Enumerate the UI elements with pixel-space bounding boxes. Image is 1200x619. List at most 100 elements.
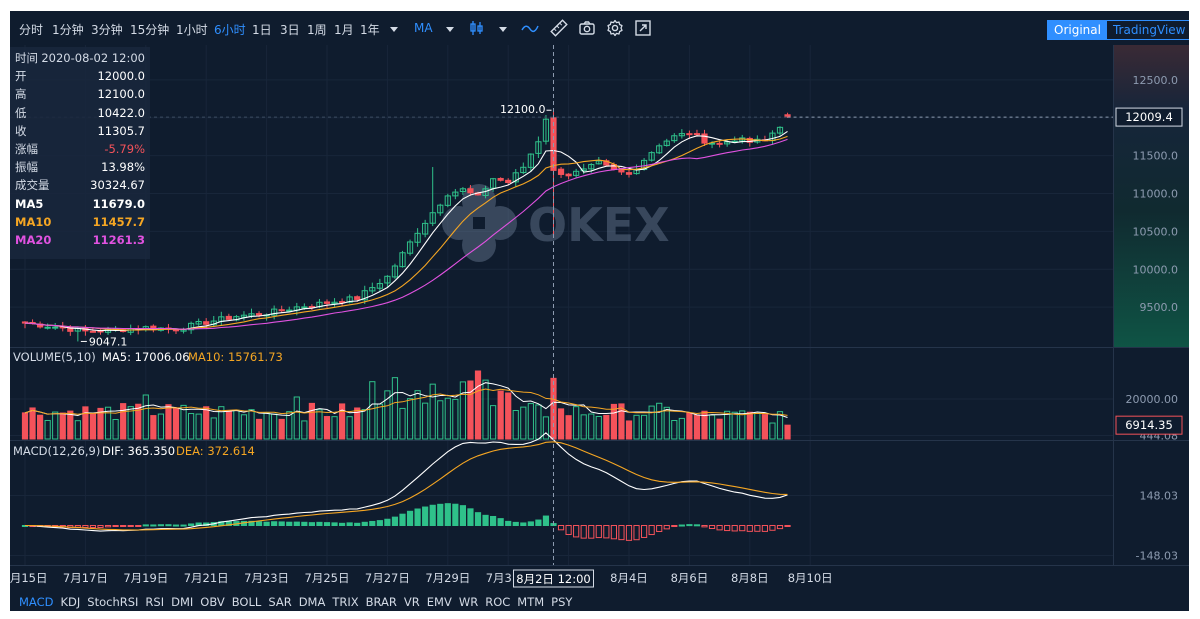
interval-tab-active[interactable]: 6小时 <box>214 23 246 37</box>
toolbar: 分时 1分钟 3分钟 15分钟 1小时 6小时 1日 3日 1周 1月 1年 M… <box>10 11 1189 45</box>
interval-tab[interactable]: 1日 <box>252 23 272 37</box>
macd-bar <box>573 525 580 538</box>
candlestick-type-icon[interactable] <box>468 19 486 37</box>
macd-bar <box>625 525 633 541</box>
volume-bar <box>104 406 112 440</box>
macd-lines <box>24 432 788 532</box>
volume-bar <box>331 416 338 440</box>
volume-bar <box>286 411 293 440</box>
volume-bar <box>67 410 74 440</box>
macd-bar <box>505 520 512 527</box>
volume-bar <box>97 407 104 440</box>
macd-bar <box>369 520 376 527</box>
volume-bar <box>618 403 625 440</box>
camera-icon[interactable] <box>578 19 596 37</box>
mode-original-button[interactable]: Original <box>1048 21 1107 39</box>
indicator-tab-sar[interactable]: SAR <box>268 595 292 609</box>
volume-bar <box>301 420 308 440</box>
indicator-select[interactable]: MA <box>414 21 433 35</box>
fullscreen-icon[interactable] <box>634 19 652 37</box>
indicator-tab-vr[interactable]: VR <box>403 595 420 609</box>
interval-tab[interactable]: 15分钟 <box>130 23 170 37</box>
interval-tab[interactable]: 1月 <box>334 23 354 37</box>
indicator-tab-trix[interactable]: TRIX <box>332 595 359 609</box>
volume-bar <box>52 411 59 440</box>
candle-down <box>37 323 44 328</box>
interval-tab[interactable]: 1年 <box>360 23 380 37</box>
info-value: 30324.67 <box>90 178 145 193</box>
mode-tradingview-button[interactable]: TradingView <box>1112 23 1186 37</box>
volume-bar <box>731 411 738 440</box>
drawing-ruler-icon[interactable] <box>550 19 568 37</box>
caret-down-icon[interactable] <box>441 20 454 38</box>
interval-tab[interactable]: 1分钟 <box>52 23 84 37</box>
indicator-tab-dmi[interactable]: DMI <box>171 595 194 609</box>
volume-bar <box>361 409 368 440</box>
indicator-tab-emv[interactable]: EMV <box>426 595 452 609</box>
info-key: 高 <box>15 87 27 102</box>
time-tick-label: 7月17日 <box>63 571 108 585</box>
caret-down-icon[interactable] <box>494 20 507 38</box>
volume-bar <box>724 410 731 440</box>
volume-bar <box>542 416 550 440</box>
indicator-tab-psy[interactable]: PSY <box>551 595 573 609</box>
info-row: 振幅 13.98% <box>15 158 145 176</box>
volume-bar <box>444 397 451 440</box>
indicator-tab-stochrsi[interactable]: StochRSI <box>87 595 139 609</box>
candle-up <box>724 141 731 145</box>
interval-tab[interactable]: 1小时 <box>176 23 208 37</box>
ohlc-info-box: 时间 2020-08-02 12:00 开 12000.0 高 12100.0 低 10422… <box>10 47 150 259</box>
interval-tab[interactable]: 分时 <box>19 23 44 37</box>
interval-tab[interactable]: 1周 <box>307 23 327 37</box>
indicator-tab-obv[interactable]: OBV <box>200 595 225 609</box>
time-tick-label: 7月21日 <box>184 571 229 585</box>
indicator-tab-rsi[interactable]: RSI <box>145 595 165 609</box>
indicator-tab-roc[interactable]: ROC <box>485 595 511 609</box>
info-value: -5.79% <box>104 142 145 156</box>
volume-bar <box>580 414 587 440</box>
volume-bar <box>505 392 512 440</box>
candle-down <box>21 321 29 324</box>
interval-tab[interactable]: 3分钟 <box>91 23 123 37</box>
macd-bar <box>120 525 127 527</box>
candle-down <box>505 179 512 183</box>
candle-up <box>776 126 784 134</box>
macd-bar <box>180 524 187 527</box>
macd-bar <box>474 512 482 527</box>
candle-up <box>580 168 587 172</box>
indicator-tab-wr[interactable]: WR <box>458 595 479 609</box>
indicator-tab-kdj[interactable]: KDJ <box>60 595 81 609</box>
candle-down <box>746 137 753 143</box>
volume-ma-lines <box>24 382 788 418</box>
macd-bar <box>754 525 761 532</box>
time-tick-label: 7月27日 <box>365 571 410 585</box>
volume-bar <box>406 398 414 440</box>
volume-bar <box>610 403 617 440</box>
info-key: 收 <box>15 123 27 138</box>
volume-bar <box>323 416 331 440</box>
indicator-line-icon[interactable] <box>521 19 539 37</box>
chart-canvas[interactable]: OKEX 9500.010000.010500.011000.011500.01… <box>10 45 1189 593</box>
volume-bar <box>716 418 723 440</box>
candle-up <box>376 283 383 289</box>
interval-tab[interactable]: 3日 <box>280 23 300 37</box>
volume-bar <box>678 417 685 440</box>
gear-icon[interactable] <box>606 19 624 37</box>
last-volume-label: 6914.35 <box>1125 418 1173 432</box>
indicator-tab-brar[interactable]: BRAR <box>365 595 397 609</box>
indicator-tab-macd[interactable]: MACD <box>19 595 54 609</box>
info-value: 12000.0 <box>97 69 145 84</box>
indicator-tab-boll[interactable]: BOLL <box>231 595 262 609</box>
candle-down <box>565 173 572 177</box>
volume-bar <box>37 414 44 440</box>
indicator-tab-mtm[interactable]: MTM <box>517 595 545 609</box>
candle-down <box>467 188 474 194</box>
caret-down-icon[interactable] <box>385 20 398 38</box>
volume-bar <box>89 412 97 440</box>
macd-dif-label: DIF: 365.350 <box>102 444 175 458</box>
price-tick-label: 11000.0 <box>1133 188 1179 201</box>
indicator-tab-dma[interactable]: DMA <box>298 595 326 609</box>
candle-down <box>686 133 693 136</box>
info-key: MA5 <box>15 196 44 211</box>
info-value: 12100.0 <box>97 87 145 102</box>
